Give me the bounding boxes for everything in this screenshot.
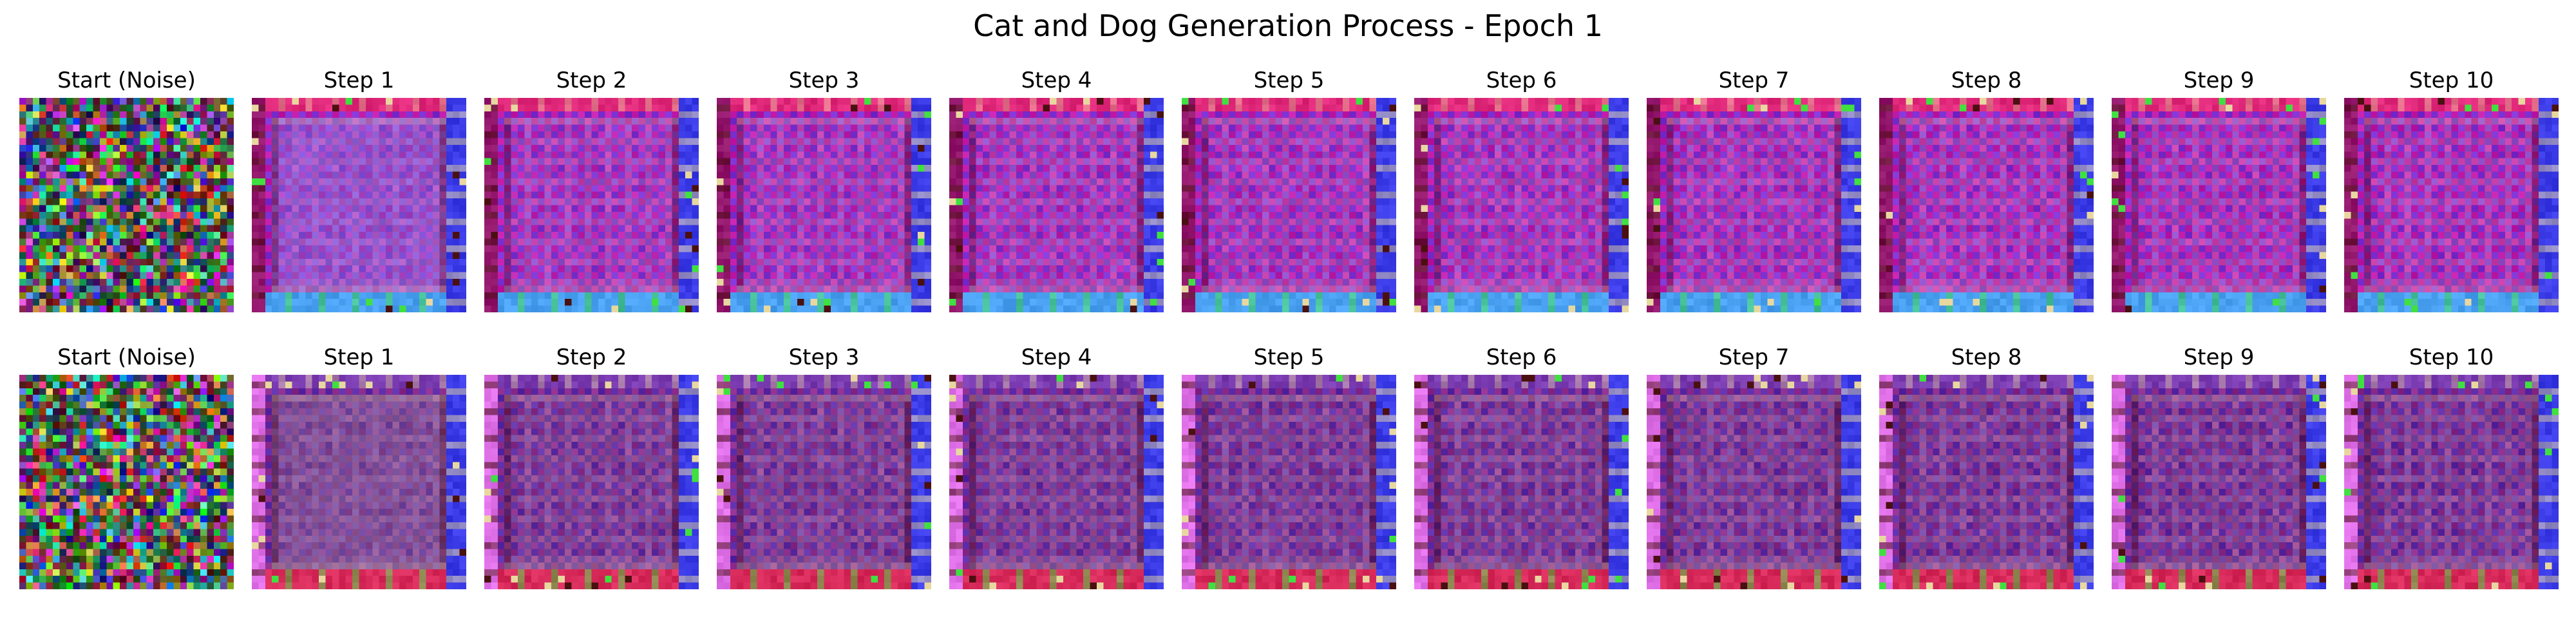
panel-image — [252, 98, 466, 312]
generation-row-cat: Start (Noise) Step 1 Step 2 Step 3 Step … — [0, 64, 2576, 322]
panel-image — [2112, 375, 2326, 589]
panel-image — [949, 98, 1164, 312]
panel-image — [717, 375, 931, 589]
panel-title: Step 2 — [556, 68, 627, 93]
panel-step-3: Step 3 — [717, 341, 931, 599]
panel-title: Step 8 — [1951, 68, 2022, 93]
panel-image — [2112, 98, 2326, 312]
panel-step-7: Step 7 — [1647, 64, 1861, 322]
panel-title: Start (Noise) — [57, 345, 196, 370]
panel-image — [717, 98, 931, 312]
panel-image — [1647, 375, 1861, 589]
panel-title: Step 8 — [1951, 345, 2022, 370]
panel-step-9: Step 9 — [2112, 341, 2326, 599]
panel-step-7: Step 7 — [1647, 341, 1861, 599]
panel-title: Step 1 — [323, 68, 395, 93]
panel-title: Step 4 — [1021, 68, 1092, 93]
panel-title: Step 5 — [1253, 68, 1325, 93]
panel-step-3: Step 3 — [717, 64, 931, 322]
panel-step-5: Step 5 — [1182, 64, 1396, 322]
panel-title: Step 2 — [556, 345, 627, 370]
panel-title: Step 6 — [1486, 345, 1557, 370]
panel-title: Step 10 — [2409, 68, 2494, 93]
panel-title: Step 5 — [1253, 345, 1325, 370]
panel-step-4: Step 4 — [949, 341, 1164, 599]
panel-title: Step 7 — [1718, 345, 1790, 370]
figure-title: Cat and Dog Generation Process - Epoch 1 — [973, 8, 1603, 43]
panel-image — [1879, 98, 2094, 312]
panel-title: Step 3 — [788, 345, 860, 370]
panel-step-8: Step 8 — [1879, 64, 2094, 322]
panel-step-9: Step 9 — [2112, 64, 2326, 322]
panel-image — [1414, 98, 1629, 312]
panel-image — [252, 375, 466, 589]
generation-row-dog: Start (Noise) Step 1 Step 2 Step 3 Step … — [0, 341, 2576, 599]
panel-title: Step 1 — [323, 345, 395, 370]
panel-step-8: Step 8 — [1879, 341, 2094, 599]
panel-image — [1879, 375, 2094, 589]
panel-title: Step 10 — [2409, 345, 2494, 370]
panel-start-noise: Start (Noise) — [19, 341, 234, 599]
panel-image — [19, 98, 234, 312]
panel-step-4: Step 4 — [949, 64, 1164, 322]
panel-title: Step 9 — [2183, 68, 2255, 93]
panel-image — [2344, 98, 2559, 312]
panel-image — [1182, 98, 1396, 312]
panel-image — [1647, 98, 1861, 312]
panel-step-10: Step 10 — [2344, 341, 2559, 599]
panel-title: Step 9 — [2183, 345, 2255, 370]
panel-image — [949, 375, 1164, 589]
panel-step-1: Step 1 — [252, 341, 466, 599]
panel-step-2: Step 2 — [484, 64, 699, 322]
panel-step-5: Step 5 — [1182, 341, 1396, 599]
panel-step-6: Step 6 — [1414, 64, 1629, 322]
panel-title: Start (Noise) — [57, 68, 196, 93]
panel-title: Step 3 — [788, 68, 860, 93]
panel-step-1: Step 1 — [252, 64, 466, 322]
panel-title: Step 7 — [1718, 68, 1790, 93]
panel-image — [1182, 375, 1396, 589]
panel-step-10: Step 10 — [2344, 64, 2559, 322]
panel-image — [2344, 375, 2559, 589]
panel-image — [484, 98, 699, 312]
panel-image — [1414, 375, 1629, 589]
panel-title: Step 6 — [1486, 68, 1557, 93]
panel-step-2: Step 2 — [484, 341, 699, 599]
panel-start-noise: Start (Noise) — [19, 64, 234, 322]
panel-step-6: Step 6 — [1414, 341, 1629, 599]
panel-image — [19, 375, 234, 589]
panel-title: Step 4 — [1021, 345, 1092, 370]
panel-image — [484, 375, 699, 589]
